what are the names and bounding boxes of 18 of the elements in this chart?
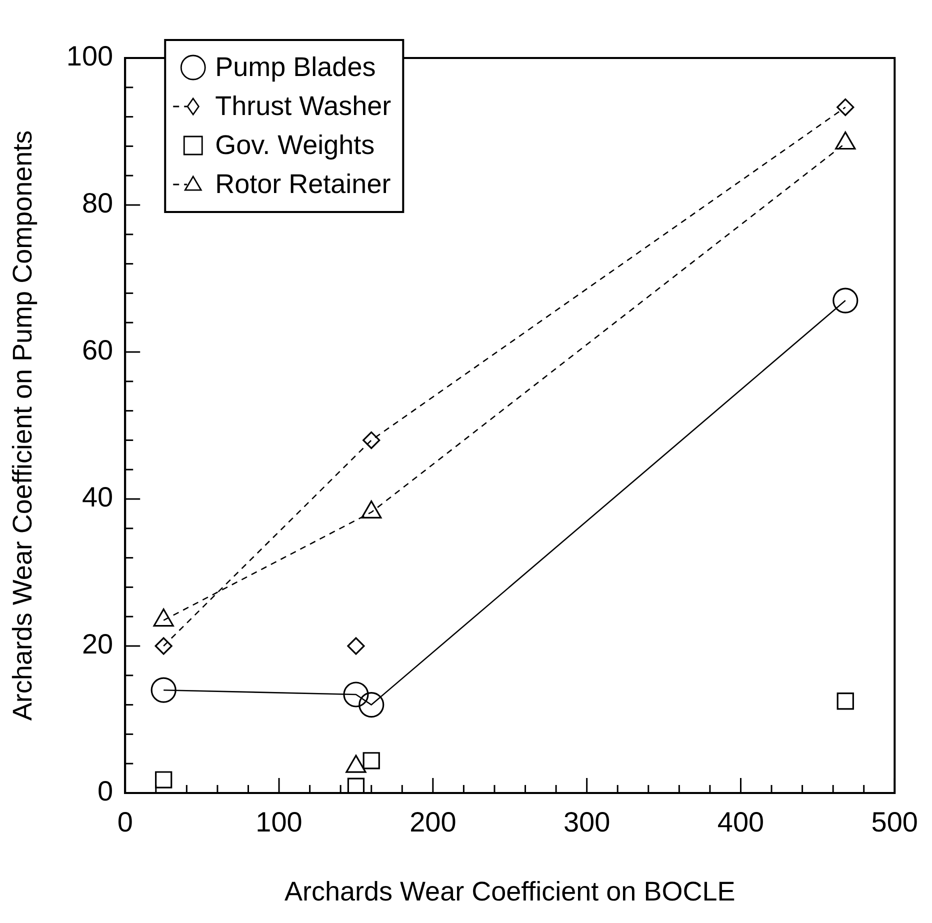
y-tick-label: 100 xyxy=(66,40,114,72)
y-tick-label: 0 xyxy=(98,776,114,807)
x-tick-label: 0 xyxy=(117,806,133,838)
legend-label: Rotor Retainer xyxy=(215,168,391,199)
x-axis-title: Archards Wear Coefficient on BOCLE xyxy=(284,876,736,906)
y-tick-label: 60 xyxy=(82,334,114,366)
y-tick-label: 80 xyxy=(82,188,114,219)
x-tick-label: 300 xyxy=(563,806,610,838)
x-tick-label: 500 xyxy=(871,806,918,838)
x-tick-label: 400 xyxy=(717,806,764,838)
y-axis-title: Archards Wear Coefficient on Pump Components xyxy=(8,130,38,721)
y-tick-label: 20 xyxy=(82,628,114,660)
legend-label: Thrust Washer xyxy=(215,90,392,121)
y-tick-label: 40 xyxy=(82,482,114,513)
legend-label: Pump Blades xyxy=(215,52,376,82)
x-tick-label: 200 xyxy=(410,806,456,838)
legend-label: Gov. Weights xyxy=(215,130,375,160)
x-tick-label: 100 xyxy=(256,806,302,838)
